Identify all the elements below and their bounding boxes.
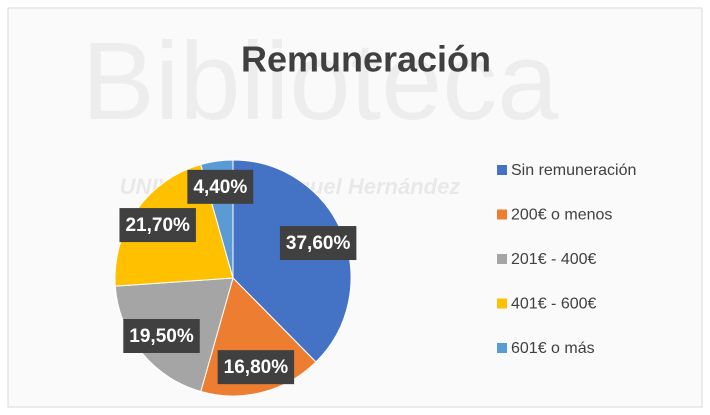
legend-swatch (497, 254, 507, 264)
legend-swatch (497, 165, 507, 175)
data-label-box (187, 169, 254, 204)
legend-swatch (497, 343, 507, 353)
legend-swatch (497, 209, 507, 220)
data-label: 4,40% (193, 177, 247, 198)
chart-title: Remuneración (241, 39, 491, 80)
legend-swatch (497, 298, 507, 309)
data-label: 37,60% (286, 233, 351, 254)
data-label: 21,70% (125, 215, 190, 236)
legend-label: Sin remuneración (511, 162, 636, 179)
data-label-box (123, 318, 200, 353)
legend-label: 200€ o menos (511, 207, 612, 224)
data-label-box (119, 208, 196, 243)
legend-label: 401€ - 600€ (511, 296, 597, 313)
legend-label: 201€ - 400€ (511, 251, 597, 268)
legend-label: 601€ o más (511, 340, 595, 357)
data-label-box (217, 350, 295, 385)
data-label: 16,80% (224, 357, 289, 378)
data-label: 19,50% (129, 326, 194, 347)
data-label-box (279, 226, 357, 261)
watermark: Biblioteca (82, 20, 560, 143)
